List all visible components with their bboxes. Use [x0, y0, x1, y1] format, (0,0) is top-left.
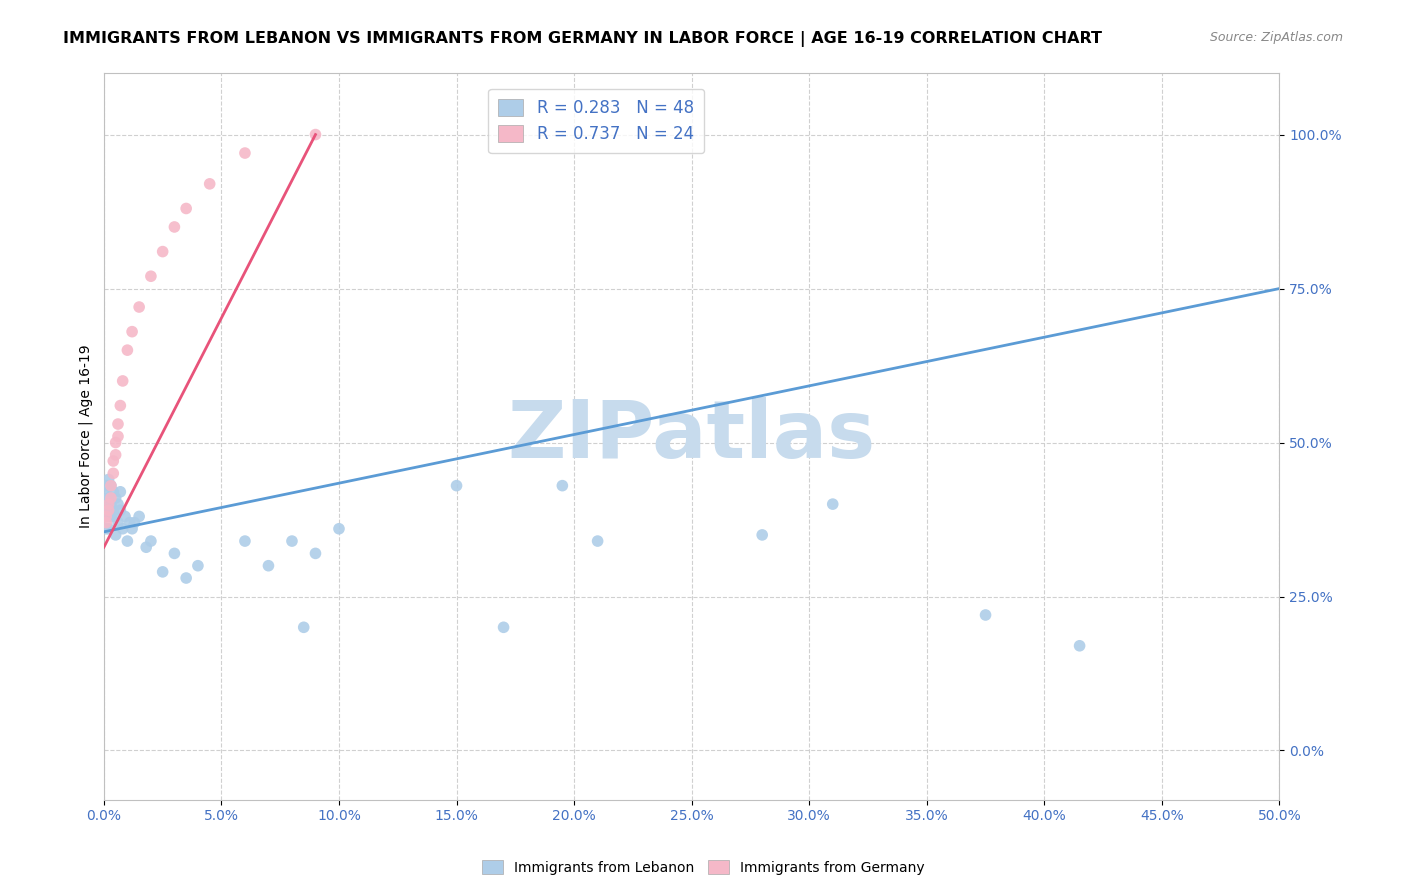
- Point: [128, 509, 150, 524]
- Point: [139, 269, 162, 284]
- Point: [103, 467, 125, 481]
- Point: [97, 497, 120, 511]
- Point: [96, 509, 118, 524]
- Legend: Immigrants from Lebanon, Immigrants from Germany: Immigrants from Lebanon, Immigrants from…: [477, 855, 929, 880]
- Point: [114, 509, 136, 524]
- Point: [118, 516, 141, 530]
- Point: [152, 244, 174, 259]
- Point: [103, 484, 125, 499]
- Point: [104, 528, 127, 542]
- Point: [97, 503, 120, 517]
- Point: [96, 522, 118, 536]
- Text: ZIPatlas: ZIPatlas: [508, 397, 876, 475]
- Point: [103, 454, 125, 468]
- Y-axis label: In Labor Force | Age 16-19: In Labor Force | Age 16-19: [79, 344, 93, 528]
- Point: [174, 571, 197, 585]
- Legend: R = 0.283   N = 48, R = 0.737   N = 24: R = 0.283 N = 48, R = 0.737 N = 24: [488, 88, 704, 153]
- Point: [492, 620, 515, 634]
- Point: [100, 497, 122, 511]
- Point: [135, 540, 157, 554]
- Point: [96, 509, 118, 524]
- Point: [328, 522, 350, 536]
- Point: [103, 503, 125, 517]
- Point: [139, 534, 162, 549]
- Point: [174, 202, 197, 216]
- Point: [292, 620, 315, 634]
- Point: [100, 509, 122, 524]
- Point: [233, 534, 256, 549]
- Point: [100, 478, 122, 492]
- Point: [121, 522, 143, 536]
- Point: [96, 484, 118, 499]
- Text: IMMIGRANTS FROM LEBANON VS IMMIGRANTS FROM GERMANY IN LABOR FORCE | AGE 16-19 CO: IMMIGRANTS FROM LEBANON VS IMMIGRANTS FR…: [63, 31, 1102, 47]
- Point: [97, 522, 120, 536]
- Point: [110, 484, 132, 499]
- Point: [104, 491, 127, 505]
- Point: [96, 516, 118, 530]
- Point: [121, 325, 143, 339]
- Point: [110, 503, 132, 517]
- Point: [233, 146, 256, 161]
- Point: [96, 478, 118, 492]
- Point: [107, 429, 129, 443]
- Point: [104, 448, 127, 462]
- Point: [128, 300, 150, 314]
- Point: [110, 399, 132, 413]
- Point: [97, 491, 120, 505]
- Point: [974, 607, 997, 622]
- Point: [104, 435, 127, 450]
- Point: [107, 417, 129, 431]
- Point: [107, 497, 129, 511]
- Point: [100, 491, 122, 505]
- Text: Source: ZipAtlas.com: Source: ZipAtlas.com: [1209, 31, 1343, 45]
- Point: [198, 177, 221, 191]
- Point: [751, 528, 773, 542]
- Point: [107, 516, 129, 530]
- Point: [117, 343, 139, 358]
- Point: [163, 219, 186, 234]
- Point: [304, 128, 326, 142]
- Point: [821, 497, 844, 511]
- Point: [187, 558, 209, 573]
- Point: [281, 534, 304, 549]
- Point: [111, 374, 134, 388]
- Point: [97, 503, 120, 517]
- Point: [163, 546, 186, 560]
- Point: [551, 478, 574, 492]
- Point: [104, 509, 127, 524]
- Point: [257, 558, 280, 573]
- Point: [97, 473, 120, 487]
- Point: [304, 546, 326, 560]
- Point: [446, 478, 468, 492]
- Point: [124, 516, 146, 530]
- Point: [96, 497, 118, 511]
- Point: [100, 478, 122, 492]
- Point: [1069, 639, 1091, 653]
- Point: [117, 534, 139, 549]
- Point: [152, 565, 174, 579]
- Point: [111, 522, 134, 536]
- Point: [586, 534, 609, 549]
